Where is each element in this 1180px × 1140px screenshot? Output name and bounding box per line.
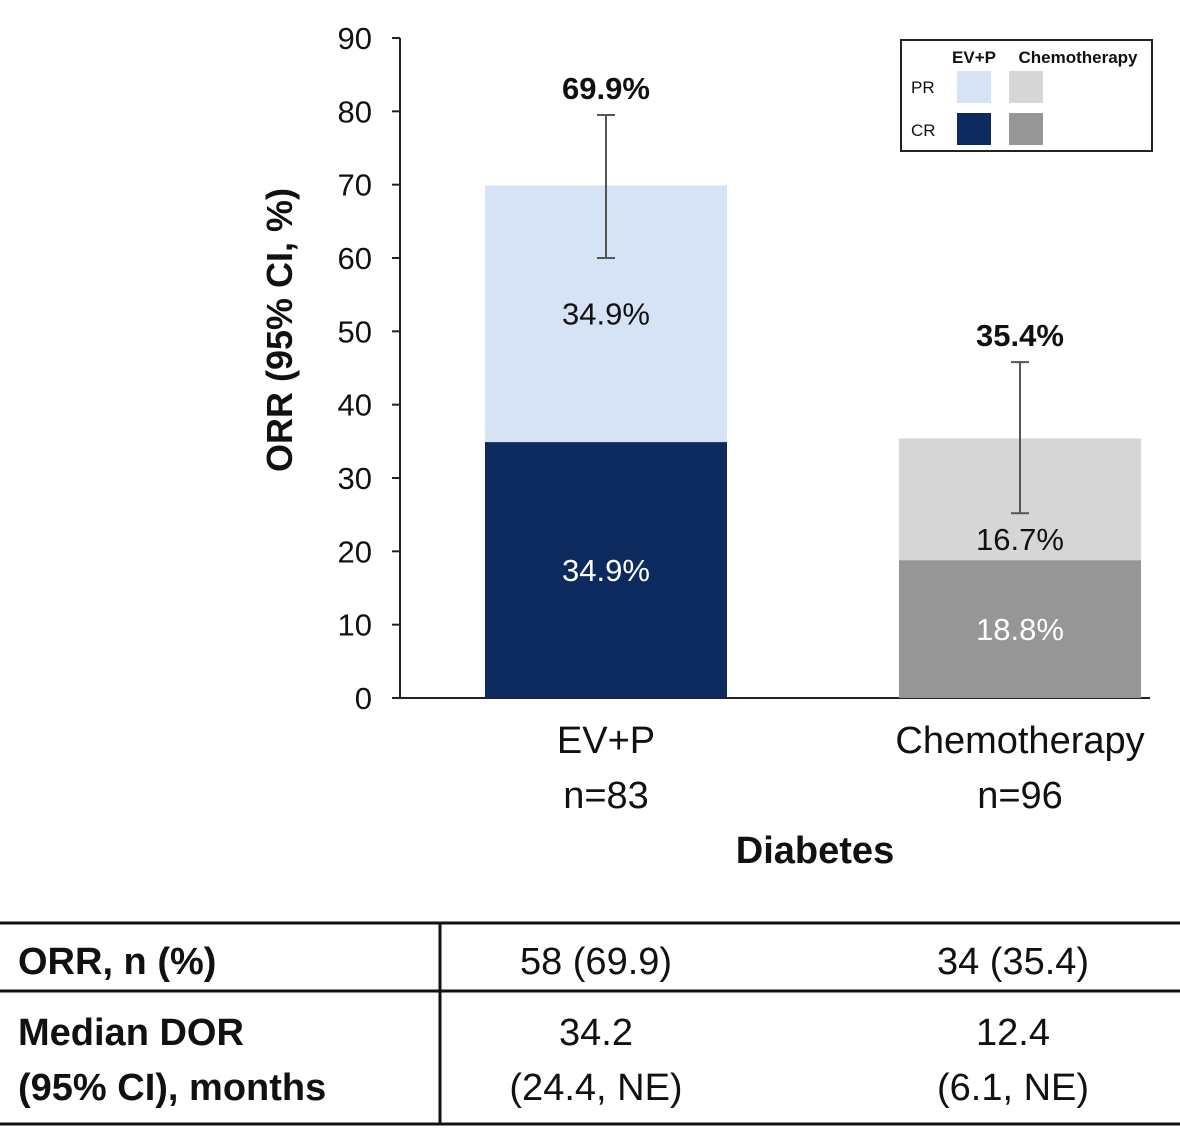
table-cell: (24.4, NE) — [509, 1067, 682, 1109]
legend-swatch-evp-cr — [957, 113, 991, 145]
y-axis-label: ORR (95% CI, %) — [259, 188, 300, 472]
y-tick-label: 50 — [338, 314, 372, 349]
pr-data-label: 16.7% — [976, 522, 1064, 557]
table-row-label: ORR, n (%) — [18, 941, 216, 983]
y-tick-label: 20 — [338, 534, 372, 569]
y-tick-label: 30 — [338, 461, 372, 496]
pr-data-label: 34.9% — [562, 297, 650, 332]
table-cell: (6.1, NE) — [937, 1067, 1089, 1109]
bar-cr — [485, 442, 727, 698]
table-row-label: Median DOR — [18, 1012, 244, 1054]
cr-data-label: 18.8% — [976, 612, 1064, 647]
y-tick-label: 0 — [355, 681, 372, 716]
y-tick-label: 80 — [338, 94, 372, 129]
x-category-label: EV+P — [557, 720, 655, 762]
y-tick-label: 40 — [338, 388, 372, 423]
table-row-label: (95% CI), months — [18, 1067, 326, 1109]
legend-swatch-chemo-cr — [1009, 113, 1043, 145]
legend-row-label: CR — [911, 121, 936, 140]
y-tick-label: 70 — [338, 168, 372, 203]
x-axis-label: Diabetes — [736, 830, 894, 872]
cr-data-label: 34.9% — [562, 553, 650, 588]
legend-col-label: Chemotherapy — [1018, 48, 1138, 67]
x-category-n: n=96 — [977, 775, 1063, 817]
legend-swatch-evp-pr — [957, 71, 991, 103]
legend-col-label: EV+P — [952, 48, 996, 67]
x-category-label: Chemotherapy — [895, 720, 1144, 762]
legend-swatch-chemo-pr — [1009, 71, 1043, 103]
table-cell: 34.2 — [559, 1012, 633, 1054]
table-cell: 58 (69.9) — [520, 941, 672, 983]
total-data-label: 35.4% — [976, 318, 1064, 353]
total-data-label: 69.9% — [562, 71, 650, 106]
legend-row-label: PR — [911, 78, 935, 97]
y-tick-label: 60 — [338, 241, 372, 276]
table-cell: 34 (35.4) — [937, 941, 1089, 983]
x-category-n: n=83 — [563, 775, 649, 817]
bar-cr — [899, 560, 1141, 698]
y-tick-label: 10 — [338, 608, 372, 643]
table-cell: 12.4 — [976, 1012, 1050, 1054]
y-tick-label: 90 — [338, 21, 372, 56]
